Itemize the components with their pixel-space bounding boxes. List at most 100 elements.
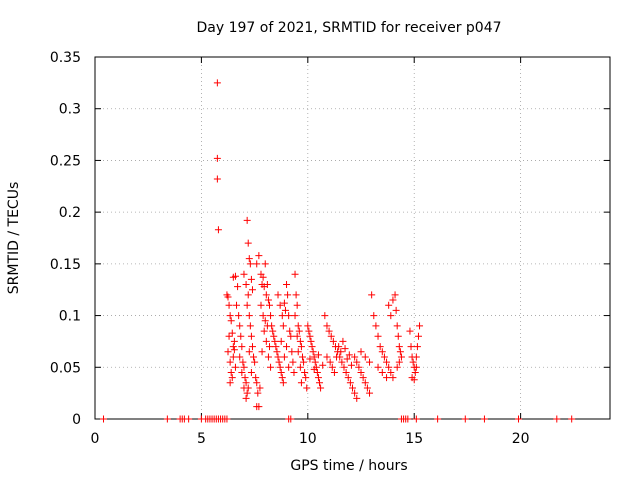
data-point	[246, 322, 254, 330]
data-point	[301, 368, 309, 376]
data-point	[238, 343, 246, 351]
data-point	[293, 301, 301, 309]
data-point	[227, 368, 235, 376]
data-point	[229, 353, 237, 361]
data-point	[376, 343, 384, 351]
data-point	[407, 343, 415, 351]
data-point	[353, 394, 361, 402]
data-point	[233, 301, 241, 309]
data-point	[351, 389, 359, 397]
data-point	[387, 368, 395, 376]
chart-title: Day 197 of 2021, SRMTID for receiver p04…	[196, 20, 501, 36]
data-point	[325, 327, 333, 335]
data-point	[434, 415, 442, 423]
data-point	[389, 374, 397, 382]
data-point	[214, 226, 222, 234]
data-point	[228, 374, 236, 382]
data-point	[250, 353, 258, 361]
data-point	[323, 353, 331, 361]
data-point	[243, 301, 251, 309]
data-point	[260, 327, 268, 335]
data-point	[385, 363, 393, 371]
data-point	[314, 374, 322, 382]
data-point	[298, 353, 306, 361]
data-point	[395, 358, 403, 366]
plot-frame	[94, 56, 611, 420]
data-point	[262, 337, 270, 345]
data-point	[316, 379, 324, 387]
data-point	[363, 384, 371, 392]
data-point	[213, 175, 221, 183]
data-point	[355, 363, 363, 371]
data-point	[245, 312, 253, 320]
data-point	[413, 343, 421, 351]
data-point	[279, 322, 287, 330]
data-points	[100, 79, 576, 423]
data-point	[385, 301, 393, 309]
data-point	[185, 415, 193, 423]
data-point	[307, 337, 315, 345]
data-point	[224, 348, 232, 356]
data-point	[342, 368, 350, 376]
data-point	[406, 327, 414, 335]
data-point	[285, 363, 293, 371]
data-point	[328, 363, 336, 371]
data-point	[276, 363, 284, 371]
data-point	[242, 394, 250, 402]
data-point	[314, 351, 322, 359]
data-point	[236, 353, 244, 361]
data-point	[568, 415, 576, 423]
data-point	[267, 312, 275, 320]
data-point	[294, 348, 302, 356]
data-point	[410, 376, 418, 384]
data-point	[289, 358, 297, 366]
data-point	[251, 358, 259, 366]
data-point	[330, 368, 338, 376]
data-point	[242, 281, 250, 289]
data-point	[317, 384, 325, 392]
data-point	[253, 379, 261, 387]
data-point	[270, 332, 278, 340]
data-point	[248, 343, 256, 351]
data-point	[294, 322, 302, 330]
data-point	[343, 355, 351, 363]
data-point	[412, 363, 420, 371]
y-tick-label: 0	[72, 412, 81, 428]
data-point	[310, 353, 318, 361]
data-point	[271, 337, 279, 345]
data-point	[344, 374, 352, 382]
data-point	[266, 343, 274, 351]
data-point	[361, 379, 369, 387]
data-point	[380, 353, 388, 361]
data-point	[302, 374, 310, 382]
data-point	[323, 322, 331, 330]
data-point	[290, 368, 298, 376]
data-point	[395, 343, 403, 351]
data-point	[259, 273, 267, 281]
data-point	[480, 415, 488, 423]
data-point	[411, 368, 419, 376]
data-point	[286, 327, 294, 335]
data-point	[247, 275, 255, 283]
data-point	[264, 296, 272, 304]
data-point	[253, 260, 261, 268]
data-point	[285, 312, 293, 320]
data-point	[353, 358, 361, 366]
data-point	[263, 281, 271, 289]
data-point	[267, 363, 275, 371]
data-point	[226, 358, 234, 366]
grid	[95, 57, 610, 419]
data-point	[234, 283, 242, 291]
data-point	[412, 415, 420, 423]
data-point	[261, 317, 269, 325]
data-point	[236, 322, 244, 330]
data-point	[287, 415, 295, 423]
data-point	[280, 353, 288, 361]
y-tick-label: 0.25	[50, 153, 81, 169]
x-tick-label: 5	[197, 431, 206, 447]
y-tick-label: 0.05	[50, 360, 81, 376]
data-point	[272, 343, 280, 351]
data-point	[281, 306, 289, 314]
data-point	[258, 348, 266, 356]
data-point	[274, 353, 282, 361]
